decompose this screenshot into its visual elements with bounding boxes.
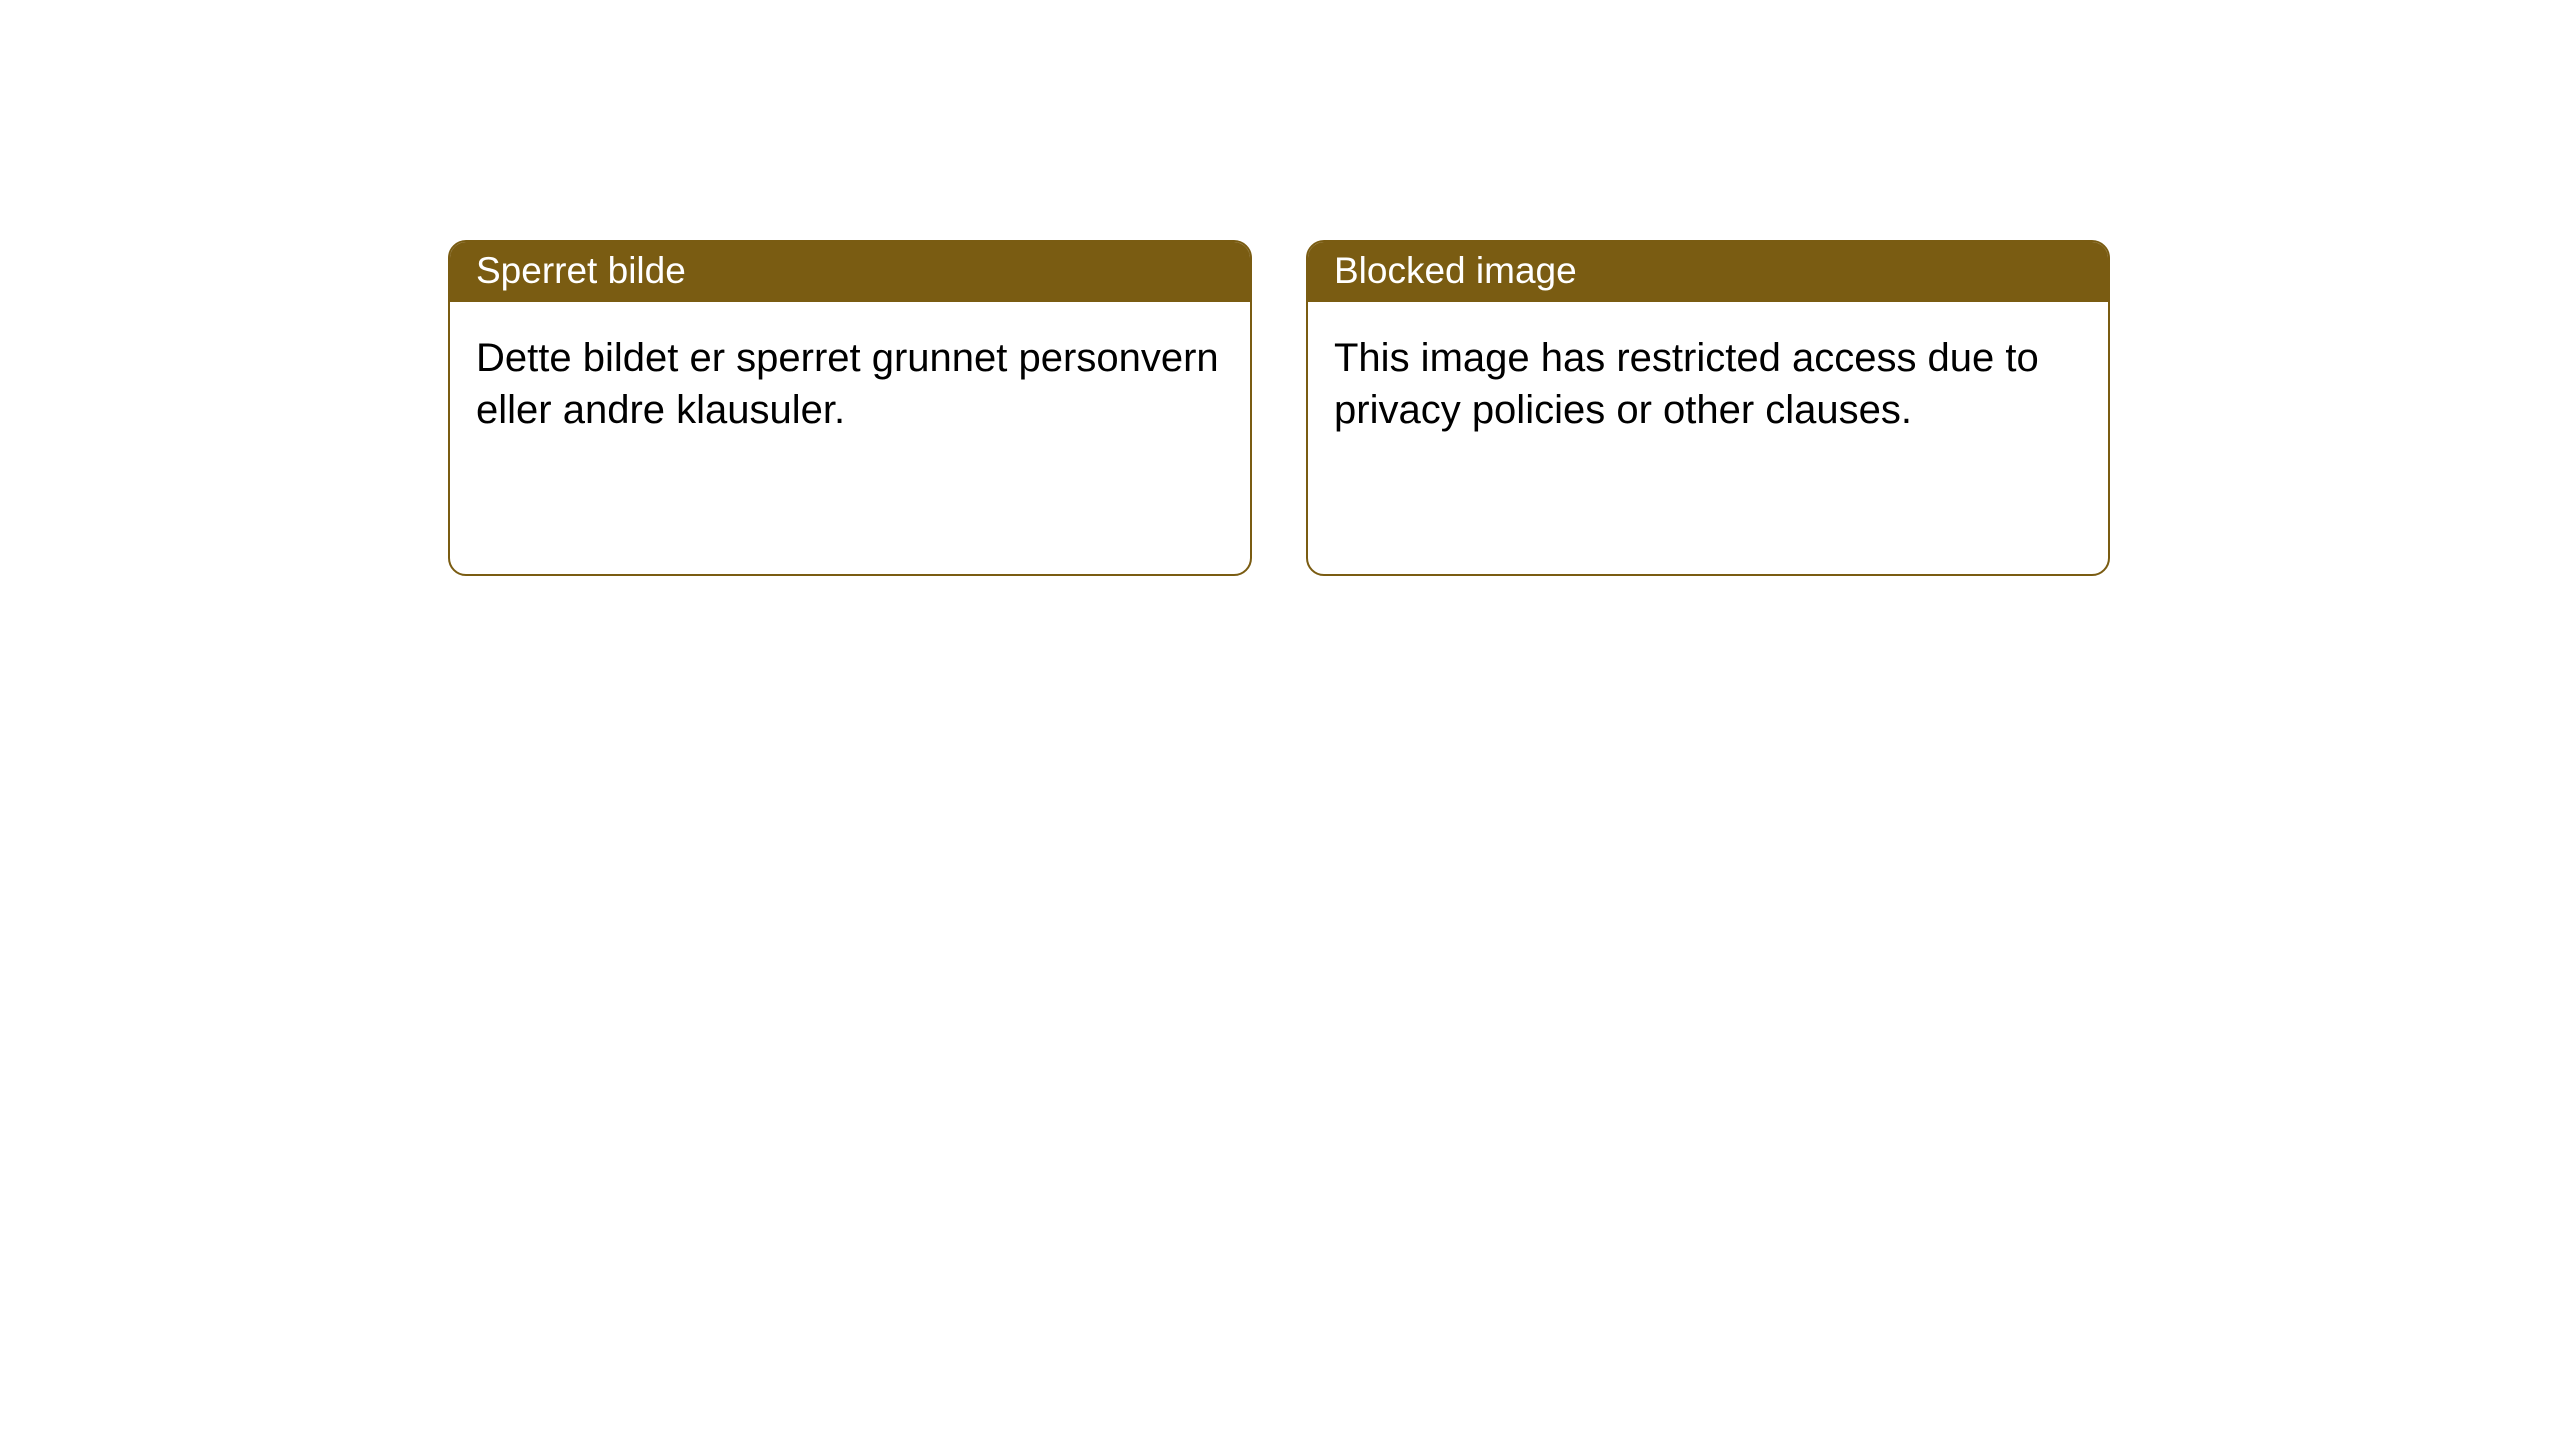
notice-card-norwegian: Sperret bilde Dette bildet er sperret gr…	[448, 240, 1252, 576]
notice-body-text: Dette bildet er sperret grunnet personve…	[450, 302, 1250, 466]
notice-title: Blocked image	[1308, 242, 2108, 302]
notice-body-text: This image has restricted access due to …	[1308, 302, 2108, 466]
notice-container: Sperret bilde Dette bildet er sperret gr…	[0, 0, 2560, 576]
notice-card-english: Blocked image This image has restricted …	[1306, 240, 2110, 576]
notice-title: Sperret bilde	[450, 242, 1250, 302]
